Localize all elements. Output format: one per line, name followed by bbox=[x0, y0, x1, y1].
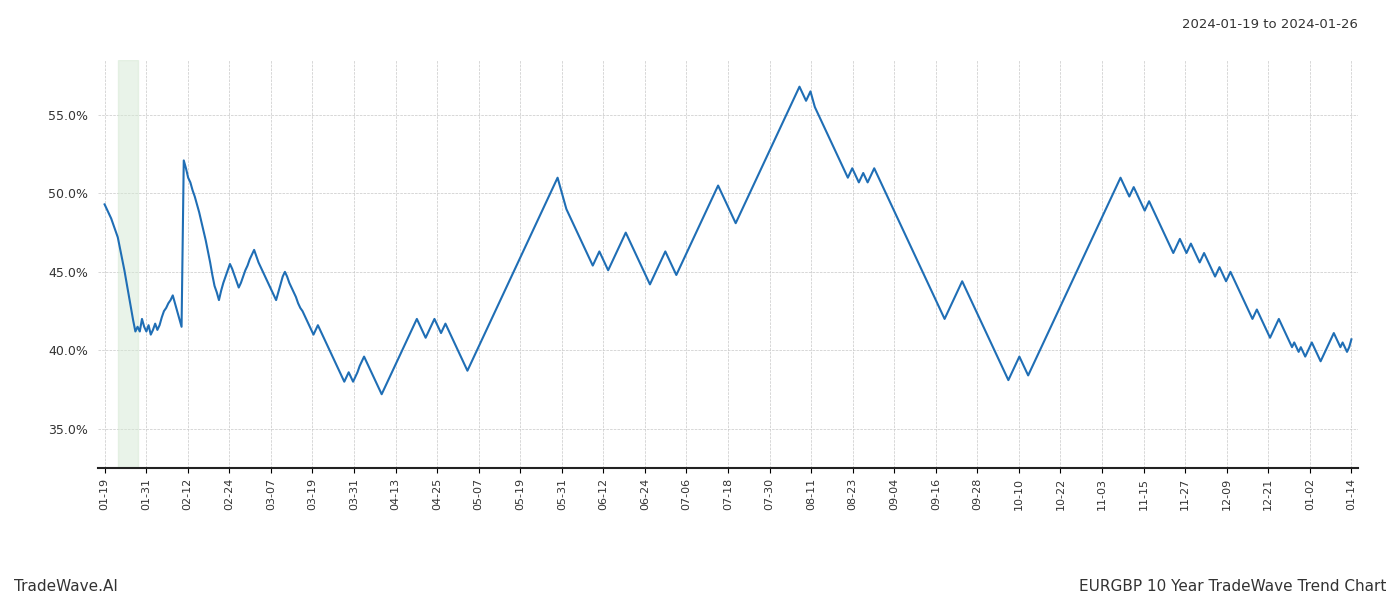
Text: 2024-01-19 to 2024-01-26: 2024-01-19 to 2024-01-26 bbox=[1182, 18, 1358, 31]
Bar bbox=[118, 60, 137, 468]
Text: TradeWave.AI: TradeWave.AI bbox=[14, 579, 118, 594]
Text: EURGBP 10 Year TradeWave Trend Chart: EURGBP 10 Year TradeWave Trend Chart bbox=[1078, 579, 1386, 594]
